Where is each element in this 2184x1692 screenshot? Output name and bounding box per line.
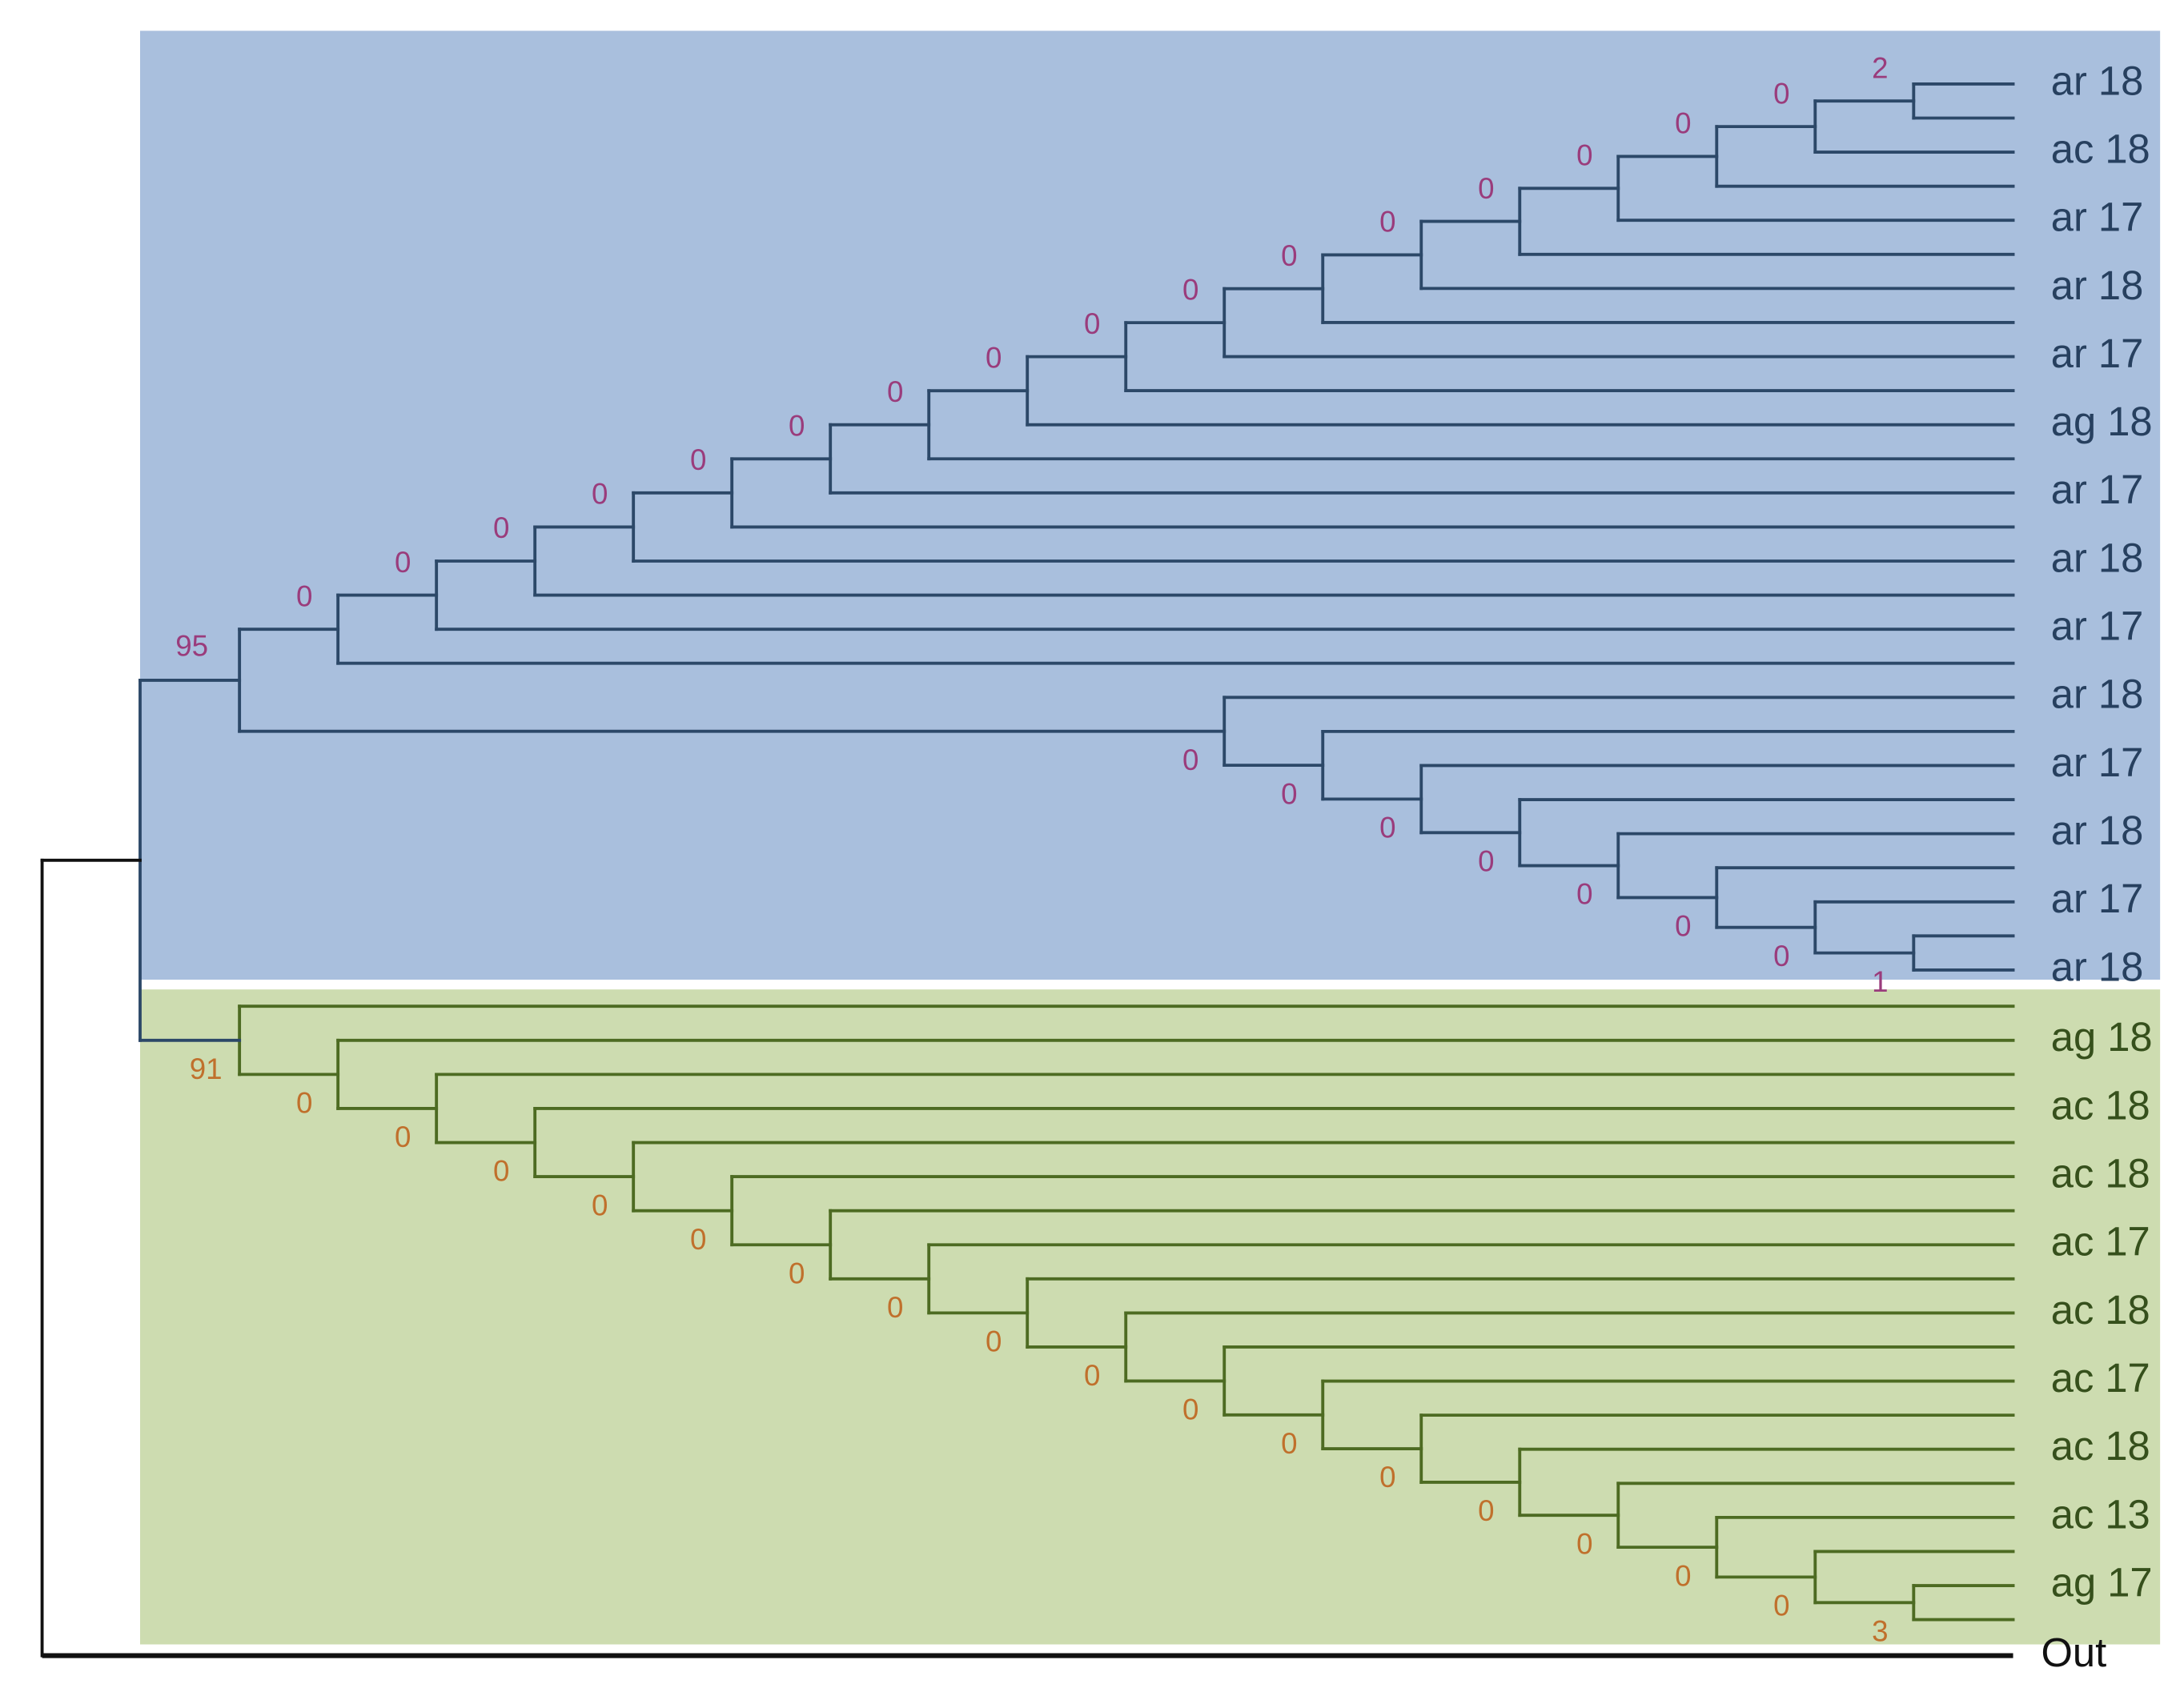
- support-value: 2: [1872, 51, 1888, 84]
- leaf-label: ar 18: [2051, 672, 2144, 717]
- leaf-label: ac 18: [2051, 1150, 2150, 1196]
- leaf-label: ar 17: [2051, 194, 2144, 240]
- support-value: 0: [1084, 1359, 1100, 1392]
- support-value: 0: [1478, 1494, 1494, 1527]
- support-value: 91: [190, 1052, 223, 1085]
- leaf-label: ac 18: [2051, 126, 2150, 171]
- support-value: 0: [592, 478, 608, 511]
- support-value: 0: [1675, 107, 1691, 140]
- support-value: 0: [296, 579, 312, 612]
- leaf-label: ag 18: [2051, 1014, 2153, 1060]
- support-value: 0: [1478, 844, 1494, 877]
- leaf-label: ar 18: [2051, 808, 2144, 853]
- leaf-label: ar 18: [2051, 263, 2144, 308]
- support-value: 0: [1675, 910, 1691, 943]
- support-value: 0: [1773, 1590, 1789, 1622]
- leaf-label: ag 17: [2051, 1559, 2153, 1605]
- support-value: 0: [493, 1155, 509, 1188]
- support-value: 0: [1675, 1559, 1691, 1592]
- support-value: 0: [1182, 1393, 1198, 1426]
- support-value: 0: [1478, 172, 1494, 205]
- leaf-label: ac 17: [2051, 1355, 2150, 1401]
- support-value: 0: [1379, 1461, 1395, 1494]
- support-value: 0: [887, 1291, 903, 1324]
- support-value: 0: [493, 511, 509, 544]
- support-value: 0: [1576, 878, 1592, 911]
- leaf-label: ar 18: [2051, 58, 2144, 103]
- leaf-label: ar 17: [2051, 603, 2144, 649]
- leaf-label: ac 18: [2051, 1423, 2150, 1469]
- support-value: 0: [1773, 77, 1789, 110]
- support-value: 0: [1576, 1527, 1592, 1560]
- support-value: 0: [1084, 307, 1100, 340]
- leaf-label: ar 17: [2051, 876, 2144, 921]
- leaf-label: ar 18: [2051, 535, 2144, 580]
- support-value: 0: [986, 341, 1002, 374]
- leaf-label: ar 17: [2051, 467, 2144, 512]
- support-value: 0: [789, 1257, 805, 1289]
- leaf-label: Out: [2041, 1630, 2107, 1675]
- support-value: 0: [789, 410, 805, 443]
- leaf-label: ar 18: [2051, 944, 2144, 989]
- leaf-label: ac 18: [2051, 1287, 2150, 1333]
- leaf-label: ar 17: [2051, 331, 2144, 376]
- support-value: 0: [1281, 1427, 1297, 1460]
- green-clade-background: [139, 989, 2161, 1645]
- support-value: 0: [1379, 206, 1395, 239]
- leaf-label: ac 17: [2051, 1219, 2150, 1265]
- support-value: 0: [1182, 744, 1198, 776]
- support-value: 1: [1872, 965, 1888, 998]
- support-value: 0: [986, 1325, 1002, 1358]
- support-value: 0: [1379, 812, 1395, 844]
- support-value: 3: [1872, 1614, 1888, 1647]
- support-value: 0: [887, 375, 903, 408]
- support-value: 0: [296, 1087, 312, 1120]
- support-value: 0: [1773, 940, 1789, 972]
- support-value: 0: [395, 546, 411, 579]
- leaf-label: ac 18: [2051, 1082, 2150, 1128]
- leaf-label: ag 18: [2051, 399, 2153, 444]
- leaf-label: ar 17: [2051, 740, 2144, 785]
- blue-clade-background: [139, 30, 2161, 980]
- support-value: 95: [175, 629, 208, 662]
- support-value: 0: [690, 1223, 706, 1256]
- support-value: 0: [690, 443, 706, 476]
- support-value: 0: [1576, 139, 1592, 172]
- support-value: 0: [395, 1121, 411, 1153]
- leaf-label: ac 13: [2051, 1491, 2150, 1537]
- support-value: 0: [1182, 273, 1198, 306]
- support-value: 0: [592, 1189, 608, 1221]
- support-value: 0: [1281, 777, 1297, 810]
- support-value: 0: [1281, 239, 1297, 272]
